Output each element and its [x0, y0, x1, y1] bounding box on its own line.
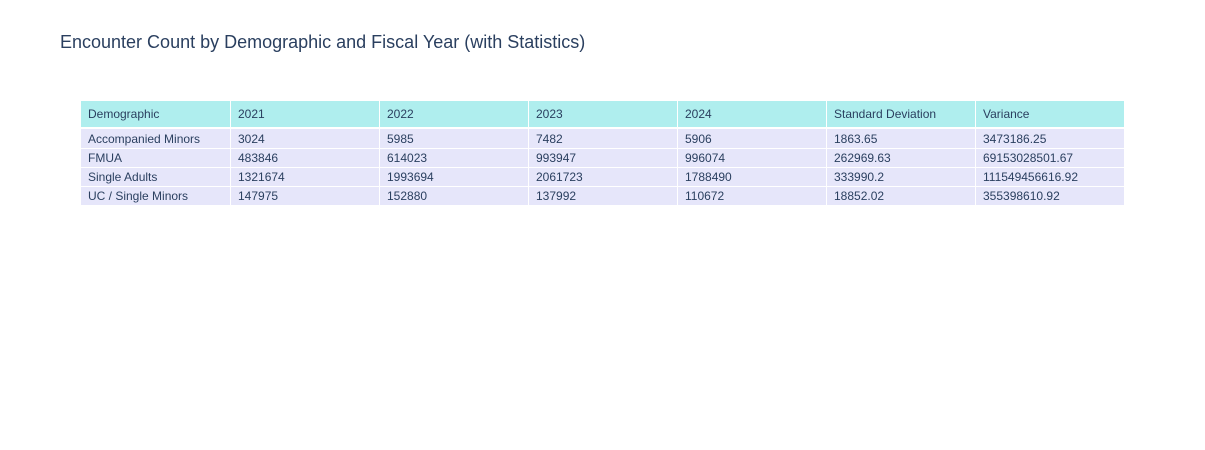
value-cell: 2061723	[528, 167, 678, 187]
value-cell: 614023	[379, 148, 529, 168]
value-cell: 5906	[677, 127, 827, 149]
value-cell: 3024	[230, 127, 380, 149]
column-header: 2022	[379, 100, 529, 129]
value-cell: 1993694	[379, 167, 529, 187]
data-table-container: Demographic 2021 2022 2023 2024 Standard Devi…	[80, 100, 1125, 206]
header-row: Demographic 2021 2022 2023 2024 Standard Devi…	[80, 100, 1125, 129]
value-cell: 483846	[230, 148, 380, 168]
value-cell: 111549456616.92	[975, 167, 1125, 187]
value-cell: 3473186.25	[975, 127, 1125, 149]
value-cell: 69153028501.67	[975, 148, 1125, 168]
table-row: Single Adults 1321674 1993694 2061723 178849…	[80, 167, 1125, 187]
demographic-cell: UC / Single Minors	[80, 186, 231, 206]
value-cell: 1321674	[230, 167, 380, 187]
column-header: Variance	[975, 100, 1125, 129]
table-body: Accompanied Minors 3024 5985 7482 5906 1863.6…	[80, 127, 1125, 206]
table-header: Demographic 2021 2022 2023 2024 Standard Devi…	[80, 100, 1125, 129]
value-cell: 262969.63	[826, 148, 976, 168]
value-cell: 18852.02	[826, 186, 976, 206]
table-row: FMUA 483846 614023 993947 996074 262969.63 691…	[80, 148, 1125, 168]
data-table: Demographic 2021 2022 2023 2024 Standard Devi…	[80, 100, 1125, 206]
demographic-cell: Single Adults	[80, 167, 231, 187]
demographic-cell: Accompanied Minors	[80, 127, 231, 149]
column-header: 2021	[230, 100, 380, 129]
column-header: 2024	[677, 100, 827, 129]
table-row: UC / Single Minors 147975 152880 137992 1106…	[80, 186, 1125, 206]
value-cell: 996074	[677, 148, 827, 168]
value-cell: 355398610.92	[975, 186, 1125, 206]
value-cell: 5985	[379, 127, 529, 149]
demographic-cell: FMUA	[80, 148, 231, 168]
table-row: Accompanied Minors 3024 5985 7482 5906 1863.6…	[80, 127, 1125, 149]
chart-title: Encounter Count by Demographic and Fisca…	[60, 32, 586, 52]
value-cell: 1863.65	[826, 127, 976, 149]
value-cell: 152880	[379, 186, 529, 206]
value-cell: 137992	[528, 186, 678, 206]
value-cell: 333990.2	[826, 167, 976, 187]
column-header: Demographic	[80, 100, 231, 129]
value-cell: 147975	[230, 186, 380, 206]
column-header: Standard Deviation	[826, 100, 976, 129]
column-header: 2023	[528, 100, 678, 129]
value-cell: 110672	[677, 186, 827, 206]
value-cell: 1788490	[677, 167, 827, 187]
value-cell: 7482	[528, 127, 678, 149]
value-cell: 993947	[528, 148, 678, 168]
